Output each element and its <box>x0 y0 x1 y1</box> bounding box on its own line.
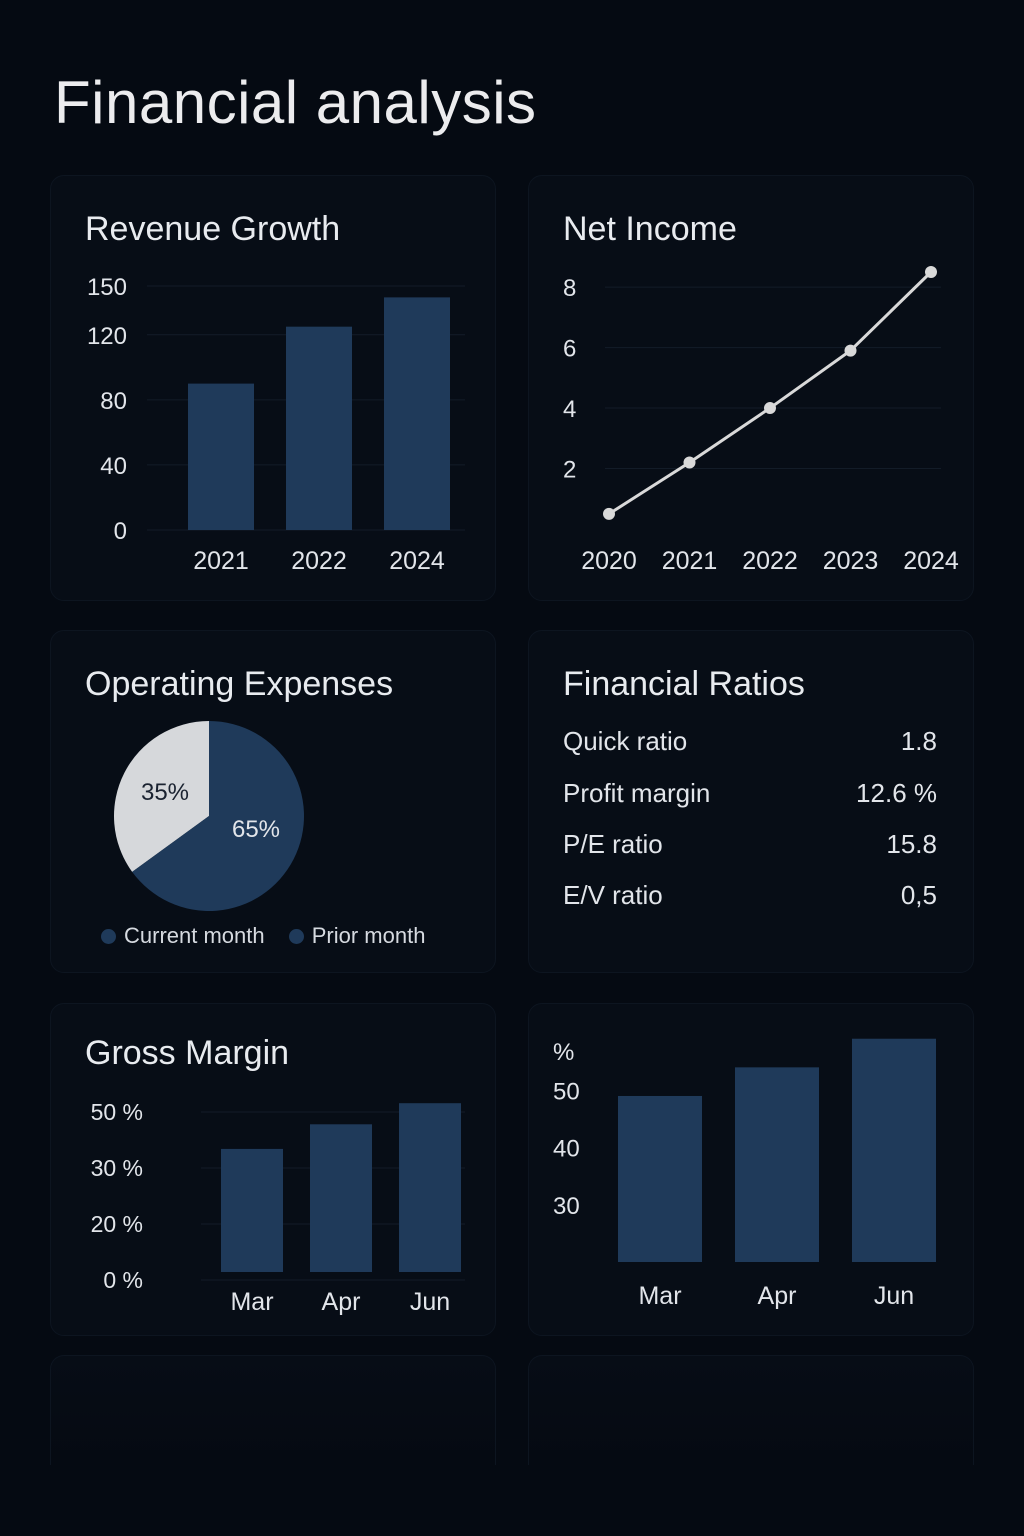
data-point <box>925 266 937 278</box>
financial-ratios-card: Financial Ratios Quick ratio 1.8 Profit … <box>528 630 974 973</box>
y-tick-label: 50 % <box>91 1099 143 1125</box>
ratio-value: 1.8 <box>900 726 937 756</box>
ratio-label: Quick ratio <box>563 726 688 756</box>
gross-margin-card: Gross Margin 0 % 20 % 30 % 50 % Mar Apr Jun <box>50 1003 496 1336</box>
legend-dot-icon <box>288 929 304 944</box>
bar <box>188 383 254 530</box>
ratio-label: Profit margin <box>563 778 711 808</box>
data-point <box>603 507 615 520</box>
legend-label: Current month <box>124 923 265 948</box>
empty-card-left <box>50 1355 496 1465</box>
x-tick-label: Mar <box>638 1282 681 1310</box>
gross-margin-chart: 0 % 20 % 30 % 50 % Mar Apr Jun <box>91 1099 465 1316</box>
y-tick-label: 50 <box>553 1078 580 1105</box>
operating-expenses-title: Operating Expenses <box>85 665 394 703</box>
y-tick-label: 120 <box>87 323 127 350</box>
financial-ratios-title: Financial Ratios <box>563 665 805 703</box>
ratio-value: 12.6 % <box>856 778 937 808</box>
y-tick-label: 2 <box>563 457 576 484</box>
bar <box>735 1067 819 1262</box>
ratio-value: 0,5 <box>900 880 937 910</box>
bar <box>310 1124 372 1272</box>
x-tick-label: Mar <box>230 1288 273 1316</box>
ratio-row: E/V ratio 0,5 <box>563 880 937 920</box>
x-tick-label: 2020 <box>581 547 637 575</box>
y-tick-label: 4 <box>563 396 576 423</box>
bar <box>852 1038 936 1262</box>
x-tick-label: Apr <box>322 1288 361 1316</box>
bar <box>384 297 450 530</box>
y-tick-label: 6 <box>563 336 576 363</box>
y-tick-label: 0 <box>114 518 127 545</box>
bar <box>221 1148 283 1272</box>
y-tick-label: 0 % <box>103 1267 143 1293</box>
percent-chart-card: 30 40 50 Mar Apr Jun% <box>528 1003 974 1336</box>
x-tick-label: Jun <box>874 1282 914 1310</box>
pie-label: 35% <box>141 779 189 806</box>
ratio-label: P/E ratio <box>563 829 663 859</box>
ratio-row: P/E ratio 15.8 <box>563 829 937 869</box>
ratio-row: Quick ratio 1.8 <box>563 726 937 766</box>
data-point <box>683 456 696 469</box>
legend-dot-icon <box>101 929 116 944</box>
y-tick-label: 20 % <box>91 1211 143 1237</box>
net-income-chart: 2 4 6 8 2020 2021 2022 2023 2024 <box>563 266 959 575</box>
x-tick-label: Jun <box>410 1288 450 1316</box>
percent-chart: 30 40 50 Mar Apr Jun% <box>553 1038 936 1310</box>
y-tick-label: 8 <box>563 275 576 302</box>
y-tick-label: 40 <box>100 453 127 480</box>
data-point <box>844 344 857 357</box>
x-tick-label: 2021 <box>193 547 249 575</box>
y-tick-label: 40 <box>553 1136 580 1163</box>
operating-expenses-pie: 35% 65% <box>113 721 304 911</box>
y-tick-label: 30 % <box>91 1155 143 1181</box>
legend-item-prior: Prior month <box>288 923 426 949</box>
net-income-title: Net Income <box>563 210 737 248</box>
pie-slice <box>113 721 209 872</box>
bar <box>399 1103 461 1272</box>
page-title: Financial analysis <box>54 69 537 136</box>
x-tick-label: 2024 <box>903 547 959 575</box>
bar <box>618 1095 702 1262</box>
ratio-label: E/V ratio <box>563 880 663 910</box>
bar <box>286 326 352 530</box>
data-point <box>764 402 776 415</box>
ratio-row: Profit margin 12.6 % <box>563 778 937 818</box>
x-tick-label: 2023 <box>823 547 879 575</box>
pie-legend: Current month Prior month <box>101 923 443 949</box>
revenue-growth-chart: 0 40 80 120 150 2021 2022 2024 <box>87 274 465 575</box>
legend-item-current: Current month <box>101 923 265 949</box>
revenue-growth-title: Revenue Growth <box>85 210 341 248</box>
x-tick-label: 2021 <box>662 547 718 575</box>
x-tick-label: 2024 <box>389 547 445 575</box>
unit-label: % <box>553 1039 574 1066</box>
y-tick-label: 80 <box>100 388 127 415</box>
pie-slice <box>132 721 304 911</box>
legend-label: Prior month <box>311 923 426 948</box>
x-tick-label: 2022 <box>291 547 347 575</box>
y-tick-label: 150 <box>87 274 127 301</box>
revenue-growth-card: Revenue Growth 0 40 80 120 150 2021 2022 2024 <box>50 175 496 601</box>
operating-expenses-card: Operating Expenses 35% 65% Current month … <box>50 630 496 973</box>
series-line <box>608 270 933 516</box>
pie-label: 65% <box>232 816 280 843</box>
net-income-card: Net Income 2 4 6 8 2020 2021 2022 2023 2024 <box>528 175 974 601</box>
empty-card-right <box>528 1355 974 1465</box>
x-tick-label: Apr <box>758 1282 797 1310</box>
x-tick-label: 2022 <box>742 547 798 575</box>
y-tick-label: 30 <box>553 1193 580 1220</box>
gross-margin-title: Gross Margin <box>85 1034 290 1072</box>
ratio-value: 15.8 <box>886 829 937 859</box>
